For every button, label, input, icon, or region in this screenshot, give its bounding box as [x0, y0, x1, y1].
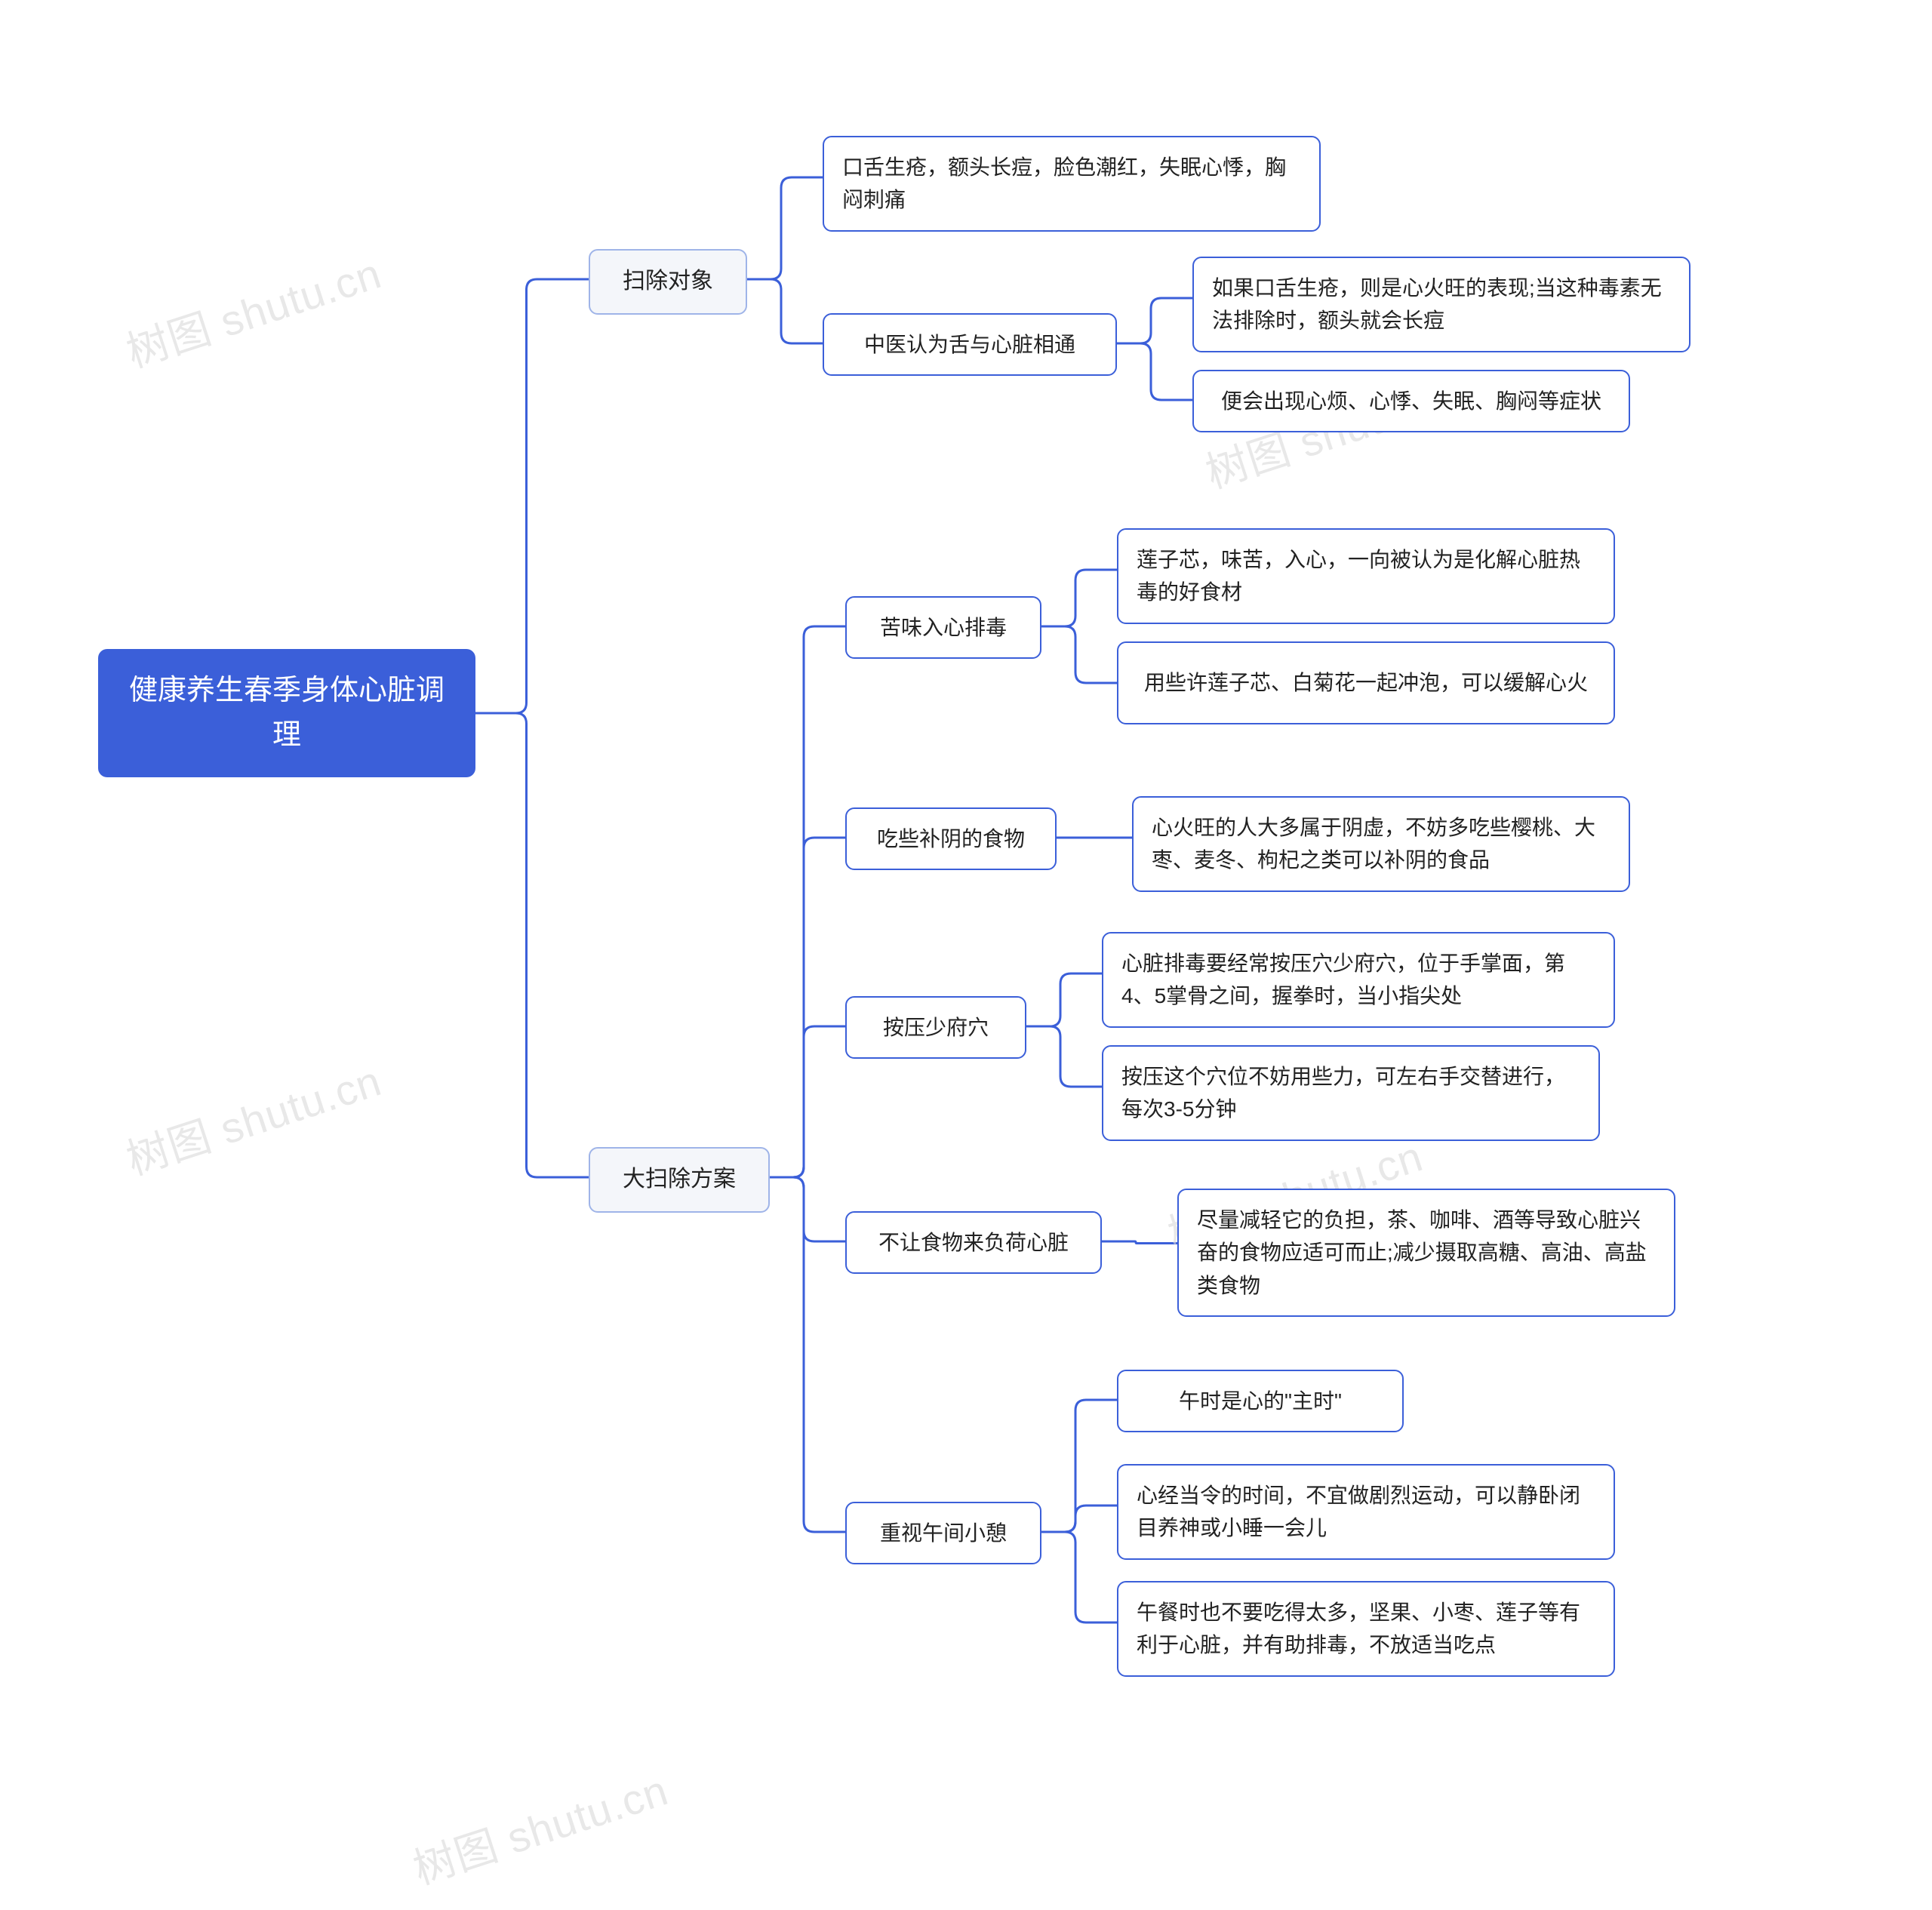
- node-label: 吃些补阴的食物: [877, 823, 1025, 855]
- node-label: 莲子芯，味苦，入心，一向被认为是化解心脏热毒的好食材: [1137, 543, 1595, 609]
- node-label: 健康养生春季身体心脏调理: [116, 669, 457, 758]
- node-label: 苦味入心排毒: [880, 611, 1007, 644]
- connector: [770, 1177, 845, 1241]
- leaf-node[interactable]: 午餐时也不要吃得太多，坚果、小枣、莲子等有利于心脏，并有助排毒，不放适当吃点: [1117, 1581, 1615, 1677]
- mindmap-canvas: 树图 shutu.cn树图 shutu.cn树图 shutu.cn树图 shut…: [0, 0, 1932, 1910]
- leaf-node[interactable]: 按压少府穴: [845, 996, 1026, 1059]
- node-label: 尽量减轻它的负担，茶、咖啡、酒等导致心脏兴奋的食物应适可而止;减少摄取高糖、高油…: [1197, 1204, 1656, 1302]
- leaf-node[interactable]: 如果口舌生疮，则是心火旺的表现;当这种毒素无法排除时，额头就会长痘: [1192, 257, 1690, 352]
- leaf-node[interactable]: 心火旺的人大多属于阴虚，不妨多吃些樱桃、大枣、麦冬、枸杞之类可以补阴的食品: [1132, 796, 1630, 892]
- leaf-node[interactable]: 便会出现心烦、心悸、失眠、胸闷等症状: [1192, 370, 1630, 432]
- leaf-node[interactable]: 尽量减轻它的负担，茶、咖啡、酒等导致心脏兴奋的食物应适可而止;减少摄取高糖、高油…: [1177, 1189, 1675, 1317]
- node-label: 按压少府穴: [883, 1011, 989, 1044]
- leaf-node[interactable]: 用些许莲子芯、白菊花一起冲泡，可以缓解心火: [1117, 641, 1615, 724]
- node-label: 如果口舌生疮，则是心火旺的表现;当这种毒素无法排除时，额头就会长痘: [1212, 272, 1671, 337]
- watermark: 树图 shutu.cn: [405, 1757, 675, 1896]
- connector: [1117, 343, 1192, 400]
- connector: [1026, 1026, 1102, 1087]
- branch-node[interactable]: 大扫除方案: [589, 1147, 770, 1213]
- connector: [770, 626, 845, 1177]
- leaf-node[interactable]: 莲子芯，味苦，入心，一向被认为是化解心脏热毒的好食材: [1117, 528, 1615, 624]
- connector: [475, 279, 589, 713]
- node-label: 不让食物来负荷心脏: [878, 1226, 1069, 1259]
- connector: [1041, 570, 1117, 626]
- leaf-node[interactable]: 重视午间小憩: [845, 1502, 1041, 1564]
- connector: [1041, 1532, 1117, 1622]
- node-label: 心经当令的时间，不宜做剧烈运动，可以静卧闭目养神或小睡一会儿: [1137, 1479, 1595, 1545]
- watermark: 树图 shutu.cn: [118, 240, 388, 380]
- leaf-node[interactable]: 口舌生疮，额头长痘，脸色潮红，失眠心悸，胸闷刺痛: [823, 136, 1321, 232]
- connector: [770, 838, 845, 1177]
- node-label: 心脏排毒要经常按压穴少府穴，位于手掌面，第4、5掌骨之间，握拳时，当小指尖处: [1121, 947, 1595, 1013]
- leaf-node[interactable]: 心脏排毒要经常按压穴少府穴，位于手掌面，第4、5掌骨之间，握拳时，当小指尖处: [1102, 932, 1615, 1028]
- leaf-node[interactable]: 中医认为舌与心脏相通: [823, 313, 1117, 376]
- connector: [1102, 1241, 1177, 1244]
- node-label: 重视午间小憩: [880, 1517, 1007, 1549]
- connector: [747, 177, 823, 279]
- connector: [747, 279, 823, 343]
- leaf-node[interactable]: 心经当令的时间，不宜做剧烈运动，可以静卧闭目养神或小睡一会儿: [1117, 1464, 1615, 1560]
- node-label: 午餐时也不要吃得太多，坚果、小枣、莲子等有利于心脏，并有助排毒，不放适当吃点: [1137, 1596, 1595, 1662]
- connector: [1041, 1400, 1117, 1532]
- node-label: 大扫除方案: [623, 1162, 736, 1198]
- node-label: 便会出现心烦、心悸、失眠、胸闷等症状: [1221, 385, 1601, 417]
- connector: [770, 1026, 845, 1177]
- node-label: 午时是心的"主时": [1179, 1385, 1342, 1417]
- connector: [1026, 973, 1102, 1026]
- node-label: 用些许莲子芯、白菊花一起冲泡，可以缓解心火: [1144, 666, 1588, 699]
- leaf-node[interactable]: 苦味入心排毒: [845, 596, 1041, 659]
- connector: [770, 1177, 845, 1532]
- leaf-node[interactable]: 按压这个穴位不妨用些力，可左右手交替进行，每次3-5分钟: [1102, 1045, 1600, 1141]
- node-label: 中医认为舌与心脏相通: [864, 328, 1075, 361]
- node-label: 心火旺的人大多属于阴虚，不妨多吃些樱桃、大枣、麦冬、枸杞之类可以补阴的食品: [1152, 811, 1611, 877]
- connector: [1041, 1506, 1117, 1532]
- watermark: 树图 shutu.cn: [118, 1047, 388, 1187]
- node-label: 口舌生疮，额头长痘，脸色潮红，失眠心悸，胸闷刺痛: [842, 151, 1301, 217]
- root-node[interactable]: 健康养生春季身体心脏调理: [98, 649, 475, 777]
- leaf-node[interactable]: 不让食物来负荷心脏: [845, 1211, 1102, 1274]
- leaf-node[interactable]: 午时是心的"主时": [1117, 1370, 1404, 1432]
- connector: [475, 713, 589, 1177]
- branch-node[interactable]: 扫除对象: [589, 249, 747, 315]
- node-label: 扫除对象: [623, 264, 713, 300]
- connector: [1041, 626, 1117, 683]
- leaf-node[interactable]: 吃些补阴的食物: [845, 807, 1057, 870]
- node-label: 按压这个穴位不妨用些力，可左右手交替进行，每次3-5分钟: [1121, 1060, 1580, 1126]
- connector: [1117, 298, 1192, 343]
